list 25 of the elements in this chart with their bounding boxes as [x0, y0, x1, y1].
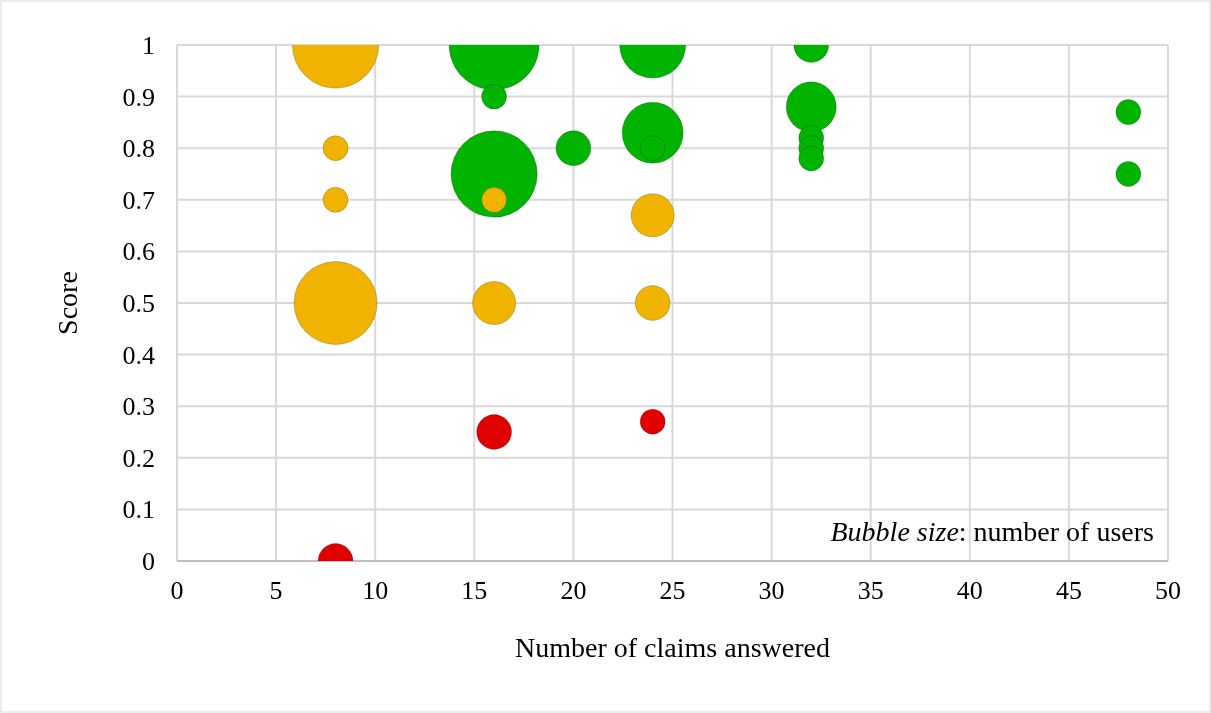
x-tick-label: 25	[659, 576, 686, 605]
x-tick-label: 30	[758, 576, 785, 605]
y-tick-label: 0.4	[122, 340, 155, 370]
y-axis-title: Score	[52, 271, 83, 335]
annotation: Bubble size: number of users	[830, 516, 1154, 547]
x-tick-label: 10	[362, 576, 389, 605]
y-tick-label: 0.2	[122, 443, 155, 473]
y-tick-label: 0.8	[122, 134, 155, 164]
y-tick-label: 0.5	[122, 289, 155, 318]
y-tick-label: 0.1	[122, 495, 155, 525]
y-tick-label: 0.9	[122, 82, 155, 112]
y-tick-label: 0.6	[122, 237, 155, 267]
x-tick-label: 0	[170, 576, 184, 605]
x-tick-label: 20	[560, 576, 587, 605]
x-tick-label: 45	[1055, 576, 1082, 605]
x-tick-label: 35	[857, 576, 884, 605]
x-axis-title: Number of claims answered	[515, 632, 830, 663]
y-tick-label: 0.3	[122, 392, 155, 422]
x-tick-label: 40	[956, 576, 983, 605]
x-tick-label: 50	[1155, 576, 1181, 605]
y-tick-label: 0	[142, 547, 155, 576]
y-tick-label: 0.7	[122, 185, 155, 215]
x-tick-label: 5	[269, 576, 283, 605]
y-tick-label: 1	[142, 31, 155, 60]
x-tick-label: 15	[461, 576, 488, 605]
